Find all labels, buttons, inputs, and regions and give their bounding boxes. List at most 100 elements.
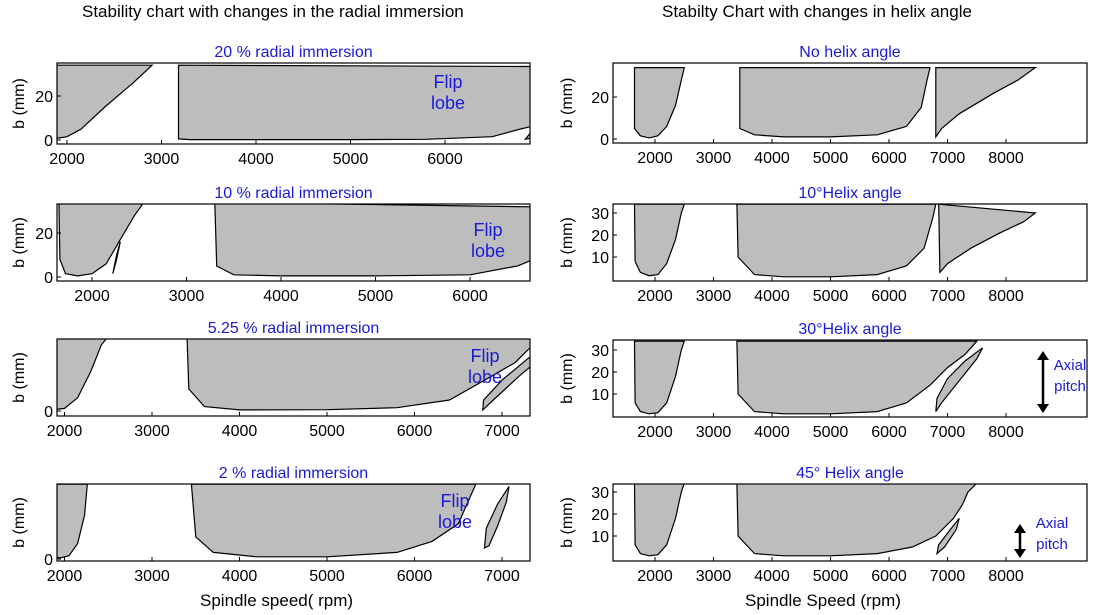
x-tick-label: 2000 — [637, 424, 673, 441]
x-tick-label: 3000 — [169, 288, 205, 305]
stability-lobe — [633, 67, 686, 139]
x-tick-label: 8000 — [988, 288, 1024, 305]
x-tick-label: 6000 — [871, 150, 907, 167]
x-tick-label: 2000 — [637, 288, 673, 305]
x-tick-label: 2000 — [47, 423, 83, 440]
annotation-label: Flip — [433, 72, 462, 92]
left-column-title: Stability chart with changes in the radi… — [82, 2, 464, 21]
x-tick-label: 3000 — [134, 568, 170, 585]
x-tick-label: 7000 — [930, 424, 966, 441]
x-tick-label: 7000 — [484, 568, 520, 585]
y-axis-label: b (mm) — [559, 353, 576, 404]
annotation-label: lobe — [468, 367, 502, 387]
y-tick-label: 10 — [591, 387, 609, 404]
y-tick-label: 20 — [591, 228, 609, 245]
annotation-label: Axial — [1036, 515, 1069, 532]
y-axis-label: b (mm) — [11, 497, 28, 548]
annotation-label: lobe — [431, 93, 465, 113]
plot-frame — [56, 62, 531, 145]
x-tick-label: 5000 — [309, 568, 345, 585]
y-axis-label: b (mm) — [11, 217, 28, 268]
x-tick-label: 2000 — [49, 151, 85, 168]
x-tick-label: 6000 — [397, 568, 433, 585]
y-axis-label: b (mm) — [11, 352, 28, 403]
y-tick-label: 20 — [35, 89, 53, 106]
x-tick-label: 4000 — [754, 288, 790, 305]
right-x-axis-label: Spindle Speed (rpm) — [745, 591, 901, 610]
x-tick-label: 4000 — [222, 423, 258, 440]
annotation-label: lobe — [471, 241, 505, 261]
stability-lobe — [736, 340, 979, 415]
y-tick-label: 20 — [591, 90, 609, 107]
y-tick-label: 30 — [591, 343, 609, 360]
stability-lobe — [177, 64, 530, 141]
stability-lobe — [482, 356, 530, 412]
x-tick-label: 4000 — [238, 151, 274, 168]
stability-lobe — [736, 204, 937, 278]
annotation-label: Flip — [473, 220, 502, 240]
x-tick-label: 8000 — [988, 424, 1024, 441]
axial-pitch-arrow — [1014, 524, 1026, 558]
x-tick-label: 2000 — [47, 568, 83, 585]
stability-lobe — [214, 204, 530, 277]
stability-lobe — [935, 67, 1038, 139]
y-tick-label: 30 — [591, 206, 609, 223]
annotation-label: Flip — [470, 346, 499, 366]
y-tick-label: 10 — [591, 529, 609, 546]
y-axis-label: b (mm) — [559, 217, 576, 268]
x-tick-label: 2000 — [74, 288, 110, 305]
x-tick-label: 6000 — [427, 151, 463, 168]
panel-title: 45° Helix angle — [796, 465, 904, 482]
x-tick-label: 5000 — [309, 423, 345, 440]
y-axis-label: b (mm) — [559, 497, 576, 548]
panel-title: No helix angle — [799, 44, 901, 61]
panel-title: 2 % radial immersion — [219, 465, 368, 482]
stability-lobe — [633, 484, 685, 557]
plot-frame — [612, 339, 1088, 418]
x-tick-label: 5000 — [813, 288, 849, 305]
x-tick-label: 3000 — [696, 424, 732, 441]
annotation-label: Axial — [1054, 357, 1087, 374]
y-tick-label: 20 — [591, 507, 609, 524]
plot-frame — [612, 62, 1088, 144]
x-tick-label: 8000 — [988, 568, 1024, 585]
annotation-label: pitch — [1054, 378, 1086, 395]
panel-title: 5.25 % radial immersion — [208, 320, 380, 337]
stability-lobe — [938, 204, 1037, 274]
stability-lobe — [935, 347, 984, 412]
x-tick-label: 7000 — [930, 568, 966, 585]
stability-lobe — [936, 518, 960, 556]
y-tick-label: 20 — [591, 365, 609, 382]
x-tick-label: 5000 — [813, 568, 849, 585]
annotation-label: pitch — [1036, 536, 1068, 553]
x-tick-label: 3000 — [696, 150, 732, 167]
annotation-label: Flip — [440, 491, 469, 511]
x-tick-label: 5000 — [358, 288, 394, 305]
y-axis-label: b (mm) — [11, 78, 28, 129]
x-tick-label: 7000 — [484, 423, 520, 440]
annotation-label: lobe — [438, 512, 472, 532]
x-tick-label: 5000 — [333, 151, 369, 168]
panel-title: 10 % radial immersion — [214, 185, 372, 202]
stability-lobe — [57, 484, 88, 559]
x-tick-label: 5000 — [813, 424, 849, 441]
stability-lobe — [58, 204, 144, 277]
x-tick-label: 6000 — [871, 288, 907, 305]
x-tick-label: 2000 — [637, 150, 673, 167]
stability-lobe — [483, 486, 510, 550]
y-tick-label: 0 — [44, 270, 53, 287]
x-tick-label: 6000 — [871, 424, 907, 441]
y-tick-label: 30 — [591, 485, 609, 502]
y-tick-label: 0 — [44, 552, 53, 569]
stability-lobe — [633, 340, 686, 415]
x-tick-label: 3000 — [144, 151, 180, 168]
panel-title: 20 % radial immersion — [214, 44, 372, 61]
x-tick-label: 7000 — [930, 150, 966, 167]
